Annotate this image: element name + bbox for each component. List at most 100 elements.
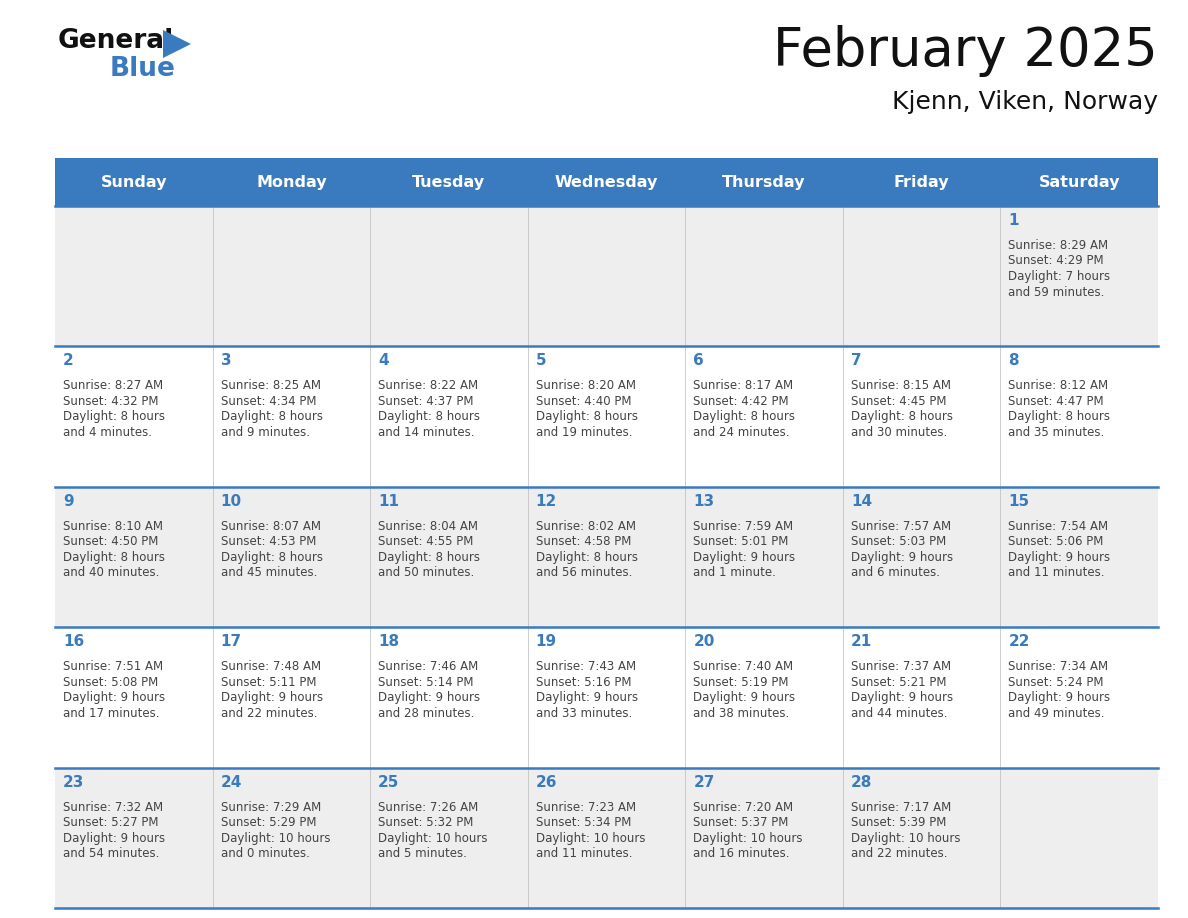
Text: Sunset: 4:47 PM: Sunset: 4:47 PM <box>1009 395 1104 408</box>
Text: 15: 15 <box>1009 494 1030 509</box>
Text: Daylight: 10 hours: Daylight: 10 hours <box>221 832 330 845</box>
Text: Sunrise: 7:26 AM: Sunrise: 7:26 AM <box>378 800 479 813</box>
Text: and 22 minutes.: and 22 minutes. <box>221 707 317 720</box>
Text: Friday: Friday <box>893 174 949 189</box>
Text: Sunrise: 7:57 AM: Sunrise: 7:57 AM <box>851 520 950 532</box>
Text: Sunrise: 7:32 AM: Sunrise: 7:32 AM <box>63 800 163 813</box>
Text: Sunday: Sunday <box>101 174 168 189</box>
Text: 16: 16 <box>63 634 84 649</box>
Text: and 11 minutes.: and 11 minutes. <box>536 847 632 860</box>
Text: Sunrise: 8:17 AM: Sunrise: 8:17 AM <box>694 379 794 392</box>
Text: 25: 25 <box>378 775 399 789</box>
Text: Sunset: 5:29 PM: Sunset: 5:29 PM <box>221 816 316 829</box>
Text: 10: 10 <box>221 494 241 509</box>
Text: Thursday: Thursday <box>722 174 805 189</box>
Text: 6: 6 <box>694 353 704 368</box>
Text: 7: 7 <box>851 353 861 368</box>
Text: Sunset: 5:14 PM: Sunset: 5:14 PM <box>378 676 474 688</box>
Text: Daylight: 8 hours: Daylight: 8 hours <box>851 410 953 423</box>
Text: Sunset: 5:21 PM: Sunset: 5:21 PM <box>851 676 947 688</box>
Text: Sunset: 4:53 PM: Sunset: 4:53 PM <box>221 535 316 548</box>
Text: and 19 minutes.: and 19 minutes. <box>536 426 632 439</box>
Text: and 16 minutes.: and 16 minutes. <box>694 847 790 860</box>
Text: Sunset: 4:37 PM: Sunset: 4:37 PM <box>378 395 474 408</box>
Text: 12: 12 <box>536 494 557 509</box>
Text: Sunrise: 8:07 AM: Sunrise: 8:07 AM <box>221 520 321 532</box>
Text: Daylight: 9 hours: Daylight: 9 hours <box>694 551 796 564</box>
Text: 2: 2 <box>63 353 74 368</box>
Text: and 44 minutes.: and 44 minutes. <box>851 707 947 720</box>
Text: Sunrise: 7:48 AM: Sunrise: 7:48 AM <box>221 660 321 673</box>
Text: and 11 minutes.: and 11 minutes. <box>1009 566 1105 579</box>
Text: and 17 minutes.: and 17 minutes. <box>63 707 159 720</box>
Text: 20: 20 <box>694 634 715 649</box>
Text: Sunset: 4:58 PM: Sunset: 4:58 PM <box>536 535 631 548</box>
Text: and 6 minutes.: and 6 minutes. <box>851 566 940 579</box>
Text: Daylight: 8 hours: Daylight: 8 hours <box>536 410 638 423</box>
Text: Sunrise: 7:43 AM: Sunrise: 7:43 AM <box>536 660 636 673</box>
Text: 24: 24 <box>221 775 242 789</box>
Text: and 54 minutes.: and 54 minutes. <box>63 847 159 860</box>
Text: and 45 minutes.: and 45 minutes. <box>221 566 317 579</box>
Polygon shape <box>55 487 1158 627</box>
Text: 3: 3 <box>221 353 232 368</box>
Text: Sunrise: 7:29 AM: Sunrise: 7:29 AM <box>221 800 321 813</box>
Text: Sunset: 5:27 PM: Sunset: 5:27 PM <box>63 816 158 829</box>
Text: Daylight: 8 hours: Daylight: 8 hours <box>221 410 323 423</box>
Text: Daylight: 9 hours: Daylight: 9 hours <box>536 691 638 704</box>
Text: Daylight: 10 hours: Daylight: 10 hours <box>851 832 960 845</box>
Text: Sunrise: 7:37 AM: Sunrise: 7:37 AM <box>851 660 950 673</box>
Text: 11: 11 <box>378 494 399 509</box>
Text: Sunset: 5:08 PM: Sunset: 5:08 PM <box>63 676 158 688</box>
Text: 14: 14 <box>851 494 872 509</box>
Text: Daylight: 10 hours: Daylight: 10 hours <box>378 832 487 845</box>
Text: 1: 1 <box>1009 213 1019 228</box>
Text: Sunrise: 8:15 AM: Sunrise: 8:15 AM <box>851 379 950 392</box>
Text: 8: 8 <box>1009 353 1019 368</box>
Text: Sunset: 4:32 PM: Sunset: 4:32 PM <box>63 395 158 408</box>
Text: Sunset: 4:29 PM: Sunset: 4:29 PM <box>1009 254 1104 267</box>
Text: General: General <box>58 28 175 54</box>
Text: Sunset: 5:11 PM: Sunset: 5:11 PM <box>221 676 316 688</box>
Text: and 49 minutes.: and 49 minutes. <box>1009 707 1105 720</box>
Text: Sunrise: 8:10 AM: Sunrise: 8:10 AM <box>63 520 163 532</box>
Text: Kjenn, Viken, Norway: Kjenn, Viken, Norway <box>892 90 1158 114</box>
Text: Sunset: 5:01 PM: Sunset: 5:01 PM <box>694 535 789 548</box>
Text: Sunrise: 8:04 AM: Sunrise: 8:04 AM <box>378 520 478 532</box>
Text: Sunrise: 7:20 AM: Sunrise: 7:20 AM <box>694 800 794 813</box>
Text: Wednesday: Wednesday <box>555 174 658 189</box>
Text: Daylight: 7 hours: Daylight: 7 hours <box>1009 270 1111 283</box>
Text: and 9 minutes.: and 9 minutes. <box>221 426 310 439</box>
Text: 17: 17 <box>221 634 241 649</box>
Text: Daylight: 8 hours: Daylight: 8 hours <box>694 410 795 423</box>
Text: Daylight: 9 hours: Daylight: 9 hours <box>1009 691 1111 704</box>
Text: and 4 minutes.: and 4 minutes. <box>63 426 152 439</box>
Text: and 28 minutes.: and 28 minutes. <box>378 707 474 720</box>
Text: Daylight: 8 hours: Daylight: 8 hours <box>1009 410 1111 423</box>
Text: Sunset: 5:19 PM: Sunset: 5:19 PM <box>694 676 789 688</box>
Text: 4: 4 <box>378 353 388 368</box>
Text: Sunset: 5:24 PM: Sunset: 5:24 PM <box>1009 676 1104 688</box>
Text: Sunrise: 7:46 AM: Sunrise: 7:46 AM <box>378 660 479 673</box>
Text: Daylight: 8 hours: Daylight: 8 hours <box>63 410 165 423</box>
Text: Daylight: 8 hours: Daylight: 8 hours <box>378 410 480 423</box>
Text: Daylight: 8 hours: Daylight: 8 hours <box>378 551 480 564</box>
Text: Daylight: 8 hours: Daylight: 8 hours <box>536 551 638 564</box>
Text: Daylight: 9 hours: Daylight: 9 hours <box>63 691 165 704</box>
Text: Sunset: 5:03 PM: Sunset: 5:03 PM <box>851 535 946 548</box>
Text: Sunrise: 8:29 AM: Sunrise: 8:29 AM <box>1009 239 1108 252</box>
Text: and 50 minutes.: and 50 minutes. <box>378 566 474 579</box>
Polygon shape <box>163 30 191 58</box>
Text: and 59 minutes.: and 59 minutes. <box>1009 285 1105 298</box>
Text: 21: 21 <box>851 634 872 649</box>
Text: Sunset: 4:42 PM: Sunset: 4:42 PM <box>694 395 789 408</box>
Text: Sunset: 5:39 PM: Sunset: 5:39 PM <box>851 816 946 829</box>
Text: 23: 23 <box>63 775 84 789</box>
Text: Daylight: 10 hours: Daylight: 10 hours <box>536 832 645 845</box>
Text: Sunrise: 7:59 AM: Sunrise: 7:59 AM <box>694 520 794 532</box>
Text: Sunset: 5:37 PM: Sunset: 5:37 PM <box>694 816 789 829</box>
Text: 26: 26 <box>536 775 557 789</box>
Text: and 30 minutes.: and 30 minutes. <box>851 426 947 439</box>
Text: 27: 27 <box>694 775 715 789</box>
Text: Daylight: 9 hours: Daylight: 9 hours <box>378 691 480 704</box>
